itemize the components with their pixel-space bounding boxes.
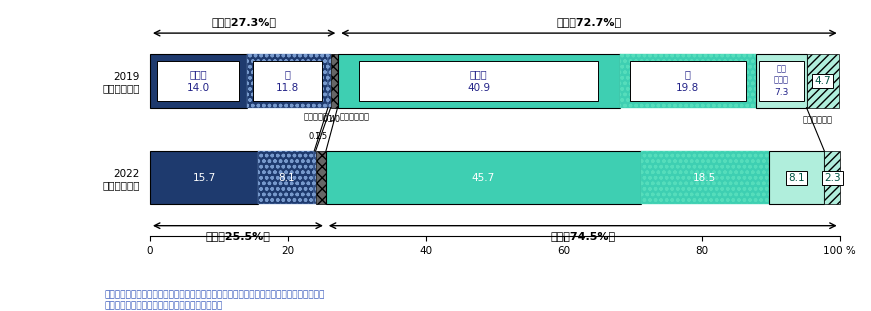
- FancyBboxPatch shape: [359, 61, 598, 101]
- FancyBboxPatch shape: [253, 61, 321, 101]
- Bar: [338, 54, 619, 108]
- Text: 0.2: 0.2: [308, 132, 321, 141]
- Text: 40.9: 40.9: [467, 83, 490, 93]
- Bar: [328, 54, 331, 108]
- Text: 子の: 子の: [776, 64, 787, 73]
- Bar: [768, 151, 825, 204]
- Text: 1.0: 1.0: [327, 115, 341, 124]
- Text: 0.4: 0.4: [323, 115, 336, 124]
- Text: 1.5: 1.5: [314, 132, 327, 141]
- Text: 2.3: 2.3: [824, 173, 841, 183]
- Text: 女　（72.7%）: 女 （72.7%）: [557, 17, 622, 27]
- Text: 配偶者: 配偶者: [190, 69, 207, 79]
- FancyBboxPatch shape: [158, 61, 240, 101]
- Bar: [314, 151, 315, 204]
- FancyBboxPatch shape: [759, 61, 804, 101]
- Bar: [326, 151, 641, 204]
- Bar: [259, 151, 314, 204]
- Bar: [641, 151, 768, 204]
- Text: 8.1: 8.1: [788, 173, 805, 183]
- Bar: [246, 54, 328, 108]
- Text: 男　（27.3%）: 男 （27.3%）: [212, 17, 277, 27]
- Text: 11.8: 11.8: [275, 83, 299, 93]
- Bar: [150, 54, 246, 108]
- Bar: [756, 54, 807, 108]
- Text: 8.1: 8.1: [278, 173, 294, 183]
- Text: 18.5: 18.5: [693, 173, 717, 183]
- Text: その他の親族: その他の親族: [340, 112, 369, 121]
- Text: 19.8: 19.8: [676, 83, 699, 93]
- Text: 男　（25.5%）: 男 （25.5%）: [206, 231, 270, 242]
- Text: 注：１）「同居の主な介護者」のうち、介護時間が「ほとんど終日」である者を集計した。: 注：１）「同居の主な介護者」のうち、介護時間が「ほとんど終日」である者を集計した…: [105, 290, 325, 299]
- Text: 15.7: 15.7: [192, 173, 216, 183]
- Bar: [807, 54, 839, 108]
- FancyBboxPatch shape: [630, 61, 746, 101]
- Text: 7.3: 7.3: [774, 88, 788, 97]
- Text: 子: 子: [685, 69, 691, 79]
- Bar: [331, 54, 338, 108]
- Text: 14.0: 14.0: [186, 83, 210, 93]
- Bar: [315, 151, 326, 204]
- Text: 45.7: 45.7: [472, 173, 495, 183]
- Text: ２）「その他の親族」には「父母」を含む。: ２）「その他の親族」には「父母」を含む。: [105, 301, 223, 310]
- Text: 配偶者: 配偶者: [773, 76, 789, 85]
- Text: 配偶者: 配偶者: [469, 69, 488, 79]
- Text: 4.7: 4.7: [814, 76, 831, 86]
- Text: その他の親族: その他の親族: [803, 115, 833, 124]
- Bar: [825, 151, 841, 204]
- Bar: [150, 151, 259, 204]
- Text: 女　（74.5%）: 女 （74.5%）: [550, 231, 615, 242]
- Text: 子の配偶者: 子の配偶者: [304, 112, 328, 121]
- Text: 子: 子: [284, 69, 290, 79]
- Bar: [619, 54, 756, 108]
